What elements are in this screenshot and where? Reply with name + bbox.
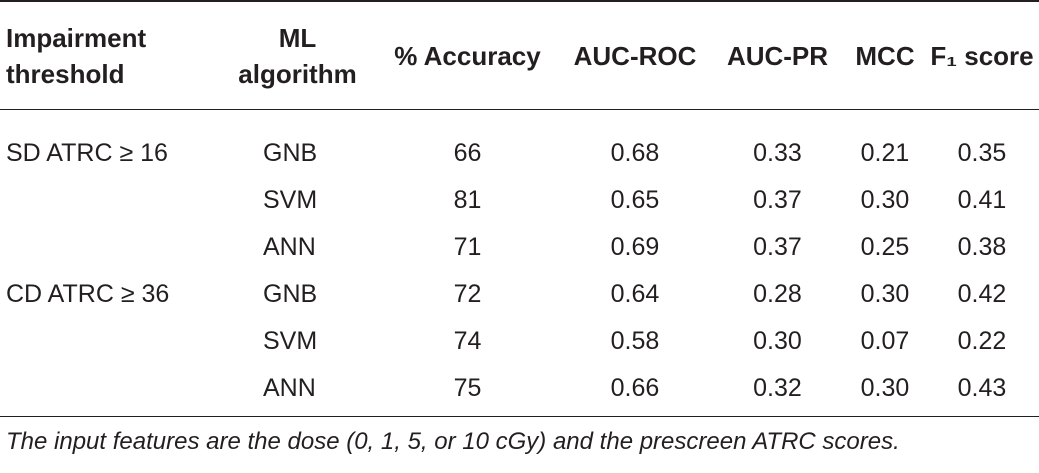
column-header: MCC: [845, 1, 925, 110]
table-cell: ANN: [263, 374, 316, 402]
table-cell: 72: [453, 280, 482, 308]
table-cell: 0.07: [860, 327, 910, 355]
table-cell: 0.64: [610, 280, 660, 308]
table-cell: SVM: [263, 327, 318, 355]
table-cell: [0, 318, 220, 365]
table-cell: 75: [453, 374, 482, 402]
header-row: Impairment threshold ML algorithm% Accura…: [0, 1, 1039, 110]
table-cell: ANN: [263, 233, 316, 261]
table-cell: 0.25: [860, 233, 910, 261]
footnote: The input features are the dose (0, 1, 5…: [6, 428, 900, 455]
table-cell: 0.35: [957, 139, 1007, 167]
column-header: AUC-ROC: [560, 1, 710, 110]
table-cell: 0.69: [610, 233, 660, 261]
table-cell: 0.58: [610, 327, 660, 355]
table-cell: 66: [453, 139, 482, 167]
table-cell: [0, 365, 220, 417]
table-cell: 0.42: [957, 280, 1007, 308]
table-row: SD ATRC ≥ 16 GNB 66 0.68 0.33 0.21 0.35: [0, 110, 1039, 178]
table-cell: SVM: [263, 186, 318, 214]
table-row: ANN 75 0.66 0.32 0.30 0.43: [0, 365, 1039, 417]
table-row: SVM 74 0.58 0.30 0.07 0.22: [0, 318, 1039, 365]
table-cell: 0.28: [753, 280, 802, 308]
table-cell: 0.37: [753, 186, 802, 214]
table-cell: 0.21: [860, 139, 910, 167]
table-cell: [0, 224, 220, 271]
table-cell: 0.43: [957, 374, 1007, 402]
table-cell: 81: [453, 186, 482, 214]
table-cell: [0, 177, 220, 224]
table-body: SD ATRC ≥ 16 GNB 66 0.68 0.33 0.21 0.35 SVM 81 0.…: [0, 110, 1039, 417]
table-cell: 0.30: [753, 327, 802, 355]
table-cell: 0.33: [753, 139, 802, 167]
table-row: ANN 71 0.69 0.37 0.25 0.38: [0, 224, 1039, 271]
table-cell: 0.22: [957, 327, 1007, 355]
column-header: Impairment threshold: [0, 1, 220, 110]
table-cell: 0.38: [957, 233, 1007, 261]
table-cell: 0.65: [610, 186, 660, 214]
table-cell: GNB: [263, 280, 318, 308]
column-header: F₁ score: [925, 1, 1039, 110]
table-row: CD ATRC ≥ 36 GNB 72 0.64 0.28 0.30 0.42: [0, 271, 1039, 318]
table-cell: 0.41: [957, 186, 1007, 214]
table-cell: 0.30: [860, 280, 910, 308]
table-cell: 0.30: [860, 374, 910, 402]
table-cell: CD ATRC ≥ 36: [6, 280, 170, 308]
column-header: ML algorithm: [220, 1, 375, 110]
table-cell: 0.37: [753, 233, 802, 261]
table-cell: 0.66: [610, 374, 660, 402]
table-cell: 0.32: [753, 374, 802, 402]
table-cell: SD ATRC ≥ 16: [6, 139, 168, 167]
table-cell: 0.30: [860, 186, 910, 214]
results-table: Impairment threshold ML algorithm% Accura…: [0, 0, 1039, 417]
table-cell: GNB: [263, 139, 318, 167]
column-header: % Accuracy: [375, 1, 560, 110]
table-cell: 71: [453, 233, 482, 261]
table-cell: 74: [453, 327, 482, 355]
column-header: AUC-PR: [710, 1, 845, 110]
table-row: SVM 81 0.65 0.37 0.30 0.41: [0, 177, 1039, 224]
table-cell: 0.68: [610, 139, 660, 167]
